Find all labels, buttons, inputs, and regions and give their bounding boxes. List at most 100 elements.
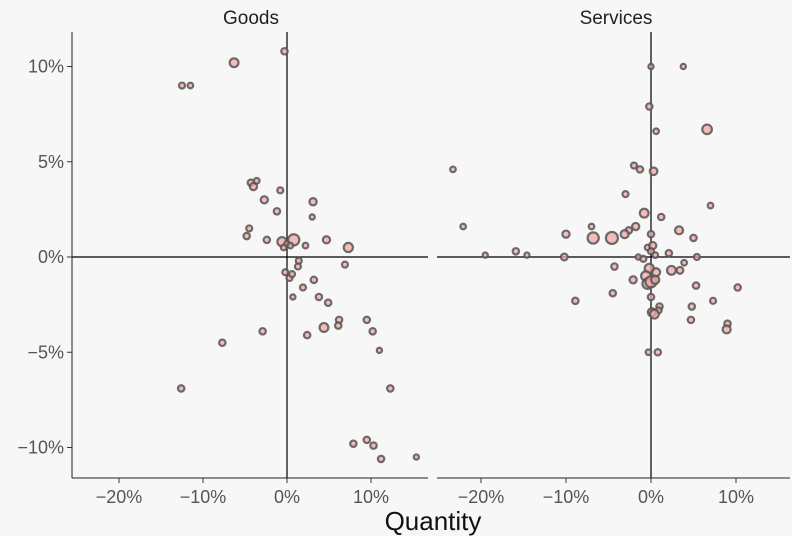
- x-tick-label: 0%: [274, 487, 300, 507]
- y-tick-label: 5%: [38, 152, 64, 172]
- point-goods-44: [386, 384, 395, 393]
- point-services-21: [673, 225, 685, 236]
- point-goods-41: [218, 338, 227, 348]
- panel-goods: Goods: [72, 8, 428, 478]
- point-services-16: [587, 222, 596, 231]
- point-services-12: [656, 212, 666, 222]
- point-goods-8: [259, 195, 270, 205]
- plot-area-services: [437, 32, 790, 478]
- point-goods-31: [289, 293, 297, 301]
- x-tick-label: −10%: [180, 487, 227, 507]
- point-services-11: [638, 207, 650, 219]
- panel-services: Services: [437, 8, 790, 478]
- point-services-40: [665, 264, 677, 276]
- point-goods-24: [293, 262, 303, 271]
- point-goods-25: [340, 260, 350, 269]
- point-services-5: [449, 165, 457, 174]
- point-services-17: [459, 222, 468, 231]
- point-services-27: [511, 246, 521, 256]
- point-goods-45: [349, 439, 358, 448]
- x-tick-label: −20%: [458, 487, 505, 507]
- point-goods-26: [281, 268, 290, 277]
- facet-title-goods: Goods: [223, 8, 279, 29]
- point-goods-13: [242, 231, 251, 241]
- point-services-15: [619, 229, 630, 240]
- point-services-28: [481, 251, 489, 259]
- point-goods-21: [321, 235, 332, 245]
- point-goods-37: [362, 315, 372, 325]
- point-goods-47: [369, 441, 378, 450]
- x-axis-title: Quantity: [385, 506, 482, 536]
- point-goods-48: [376, 454, 386, 464]
- point-services-42: [628, 275, 638, 285]
- point-services-51: [646, 292, 656, 302]
- point-services-4: [652, 127, 660, 136]
- point-goods-11: [308, 213, 316, 221]
- point-goods-20: [301, 241, 310, 250]
- point-goods-7: [276, 186, 285, 195]
- point-services-13: [631, 221, 641, 232]
- point-goods-5: [248, 181, 259, 192]
- point-goods-28: [287, 270, 297, 279]
- point-services-30: [559, 252, 569, 262]
- plot-area-goods: [72, 32, 428, 478]
- point-services-41: [675, 265, 685, 275]
- x-axis-services: −20% −10% 0% 10%: [437, 477, 790, 507]
- point-goods-36: [318, 321, 330, 333]
- point-services-49: [608, 288, 618, 298]
- point-services-6: [629, 161, 639, 170]
- point-goods-6: [252, 176, 261, 185]
- point-goods-12: [245, 224, 254, 233]
- point-services-7: [635, 165, 645, 174]
- point-services-58: [686, 315, 696, 325]
- point-goods-10: [308, 197, 318, 207]
- point-services-0: [647, 62, 655, 71]
- point-services-46: [650, 274, 661, 285]
- point-services-3: [701, 123, 713, 136]
- point-services-60: [721, 324, 732, 335]
- y-tick-label: −10%: [17, 438, 64, 458]
- point-services-29: [523, 251, 531, 259]
- point-services-9: [621, 190, 630, 199]
- point-goods-1: [228, 57, 240, 69]
- point-goods-40: [258, 326, 267, 336]
- point-goods-3: [186, 81, 195, 90]
- point-goods-18: [279, 243, 288, 252]
- point-goods-49: [412, 453, 421, 461]
- point-goods-46: [362, 435, 372, 445]
- point-services-32: [639, 254, 648, 264]
- x-tick-label: 0%: [638, 487, 664, 507]
- point-services-52: [708, 296, 718, 305]
- point-services-50: [571, 296, 580, 306]
- point-services-2: [644, 102, 654, 111]
- point-services-10: [706, 201, 715, 210]
- x-tick-label: −10%: [543, 487, 590, 507]
- point-services-8: [648, 166, 659, 177]
- point-goods-39: [302, 330, 312, 340]
- point-goods-19: [286, 241, 295, 250]
- point-services-18: [561, 229, 571, 239]
- point-goods-43: [176, 384, 186, 393]
- point-services-54: [687, 302, 697, 311]
- point-services-36: [680, 258, 689, 267]
- point-services-48: [733, 283, 743, 292]
- point-goods-38: [368, 326, 377, 336]
- point-goods-14: [262, 235, 272, 245]
- point-services-22: [689, 233, 698, 243]
- point-goods-9: [272, 206, 282, 216]
- point-goods-2: [177, 81, 187, 90]
- point-goods-35: [333, 321, 343, 330]
- point-services-33: [651, 251, 660, 259]
- point-goods-0: [280, 46, 289, 56]
- point-services-57: [648, 308, 660, 320]
- y-tick-label: 0%: [38, 247, 64, 267]
- point-services-61: [644, 348, 653, 357]
- x-tick-label: 10%: [718, 487, 754, 507]
- point-goods-29: [309, 275, 319, 285]
- y-tick-label: −5%: [27, 342, 64, 362]
- point-services-62: [653, 347, 663, 357]
- point-services-23: [646, 229, 656, 239]
- point-goods-32: [314, 292, 324, 302]
- y-tick-label: 10%: [28, 57, 64, 77]
